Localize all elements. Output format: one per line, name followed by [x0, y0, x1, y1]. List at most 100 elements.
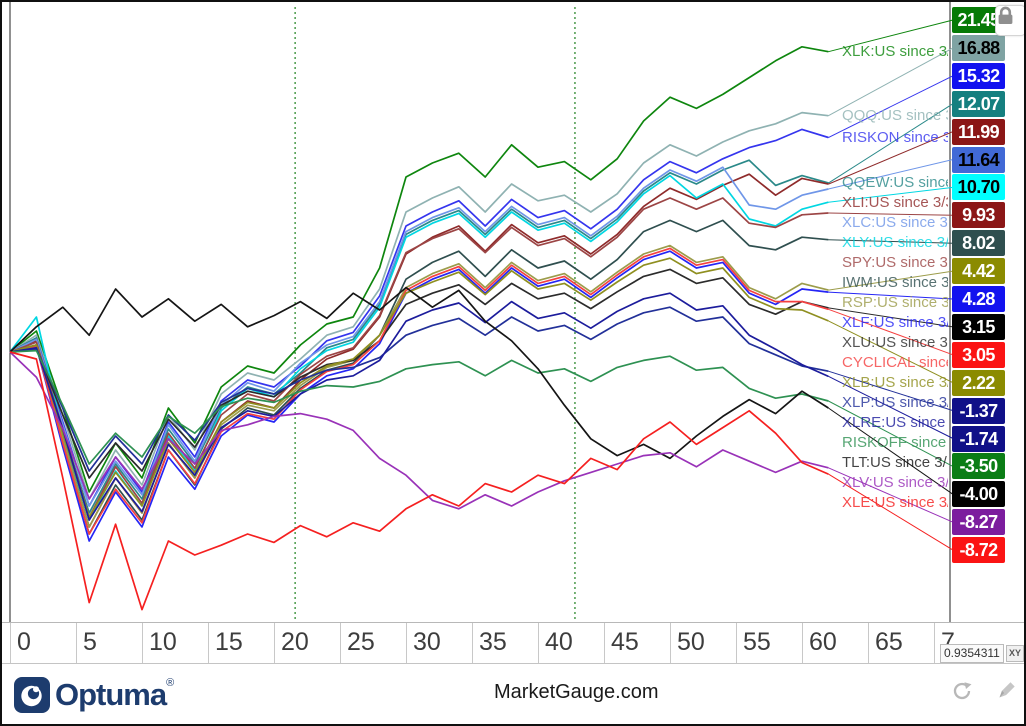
leader-line-XLK: [828, 19, 954, 53]
x-axis-tick-55: 55: [736, 623, 802, 663]
series-label-QQEW[interactable]: QQEW:US since: [842, 174, 948, 192]
leader-line-XLE: [828, 473, 954, 551]
value-badge-XLV[interactable]: -8.27: [952, 509, 1005, 536]
x-axis-tick-20: 20: [274, 623, 340, 663]
x-axis-tick-15: 15: [208, 623, 274, 663]
x-axis-tick-25: 25: [340, 623, 406, 663]
value-badge-IWM[interactable]: 8.02: [952, 230, 1005, 257]
xy-scale-button[interactable]: XY: [1006, 645, 1024, 662]
value-badge-XLP[interactable]: -1.37: [952, 397, 1005, 424]
plot-svg: [9, 2, 954, 622]
series-label-RISKOFF[interactable]: RISKOFF since 3: [842, 434, 948, 452]
series-line-XLRE[interactable]: [9, 292, 829, 521]
axis-readout: 0.9354311: [940, 644, 1004, 663]
refresh-arrow-icon: [953, 682, 972, 700]
series-line-SPY[interactable]: [9, 197, 829, 519]
value-badge-RISKON[interactable]: 15.32: [952, 62, 1005, 89]
value-badge-CYCLICAL[interactable]: 3.05: [952, 341, 1005, 368]
leader-line-QQQ: [828, 47, 954, 117]
value-badge-TLT[interactable]: -4.00: [952, 481, 1005, 508]
series-line-XLU[interactable]: [9, 268, 829, 479]
value-badge-XLE[interactable]: -8.72: [952, 537, 1005, 564]
leader-line-XLC: [828, 159, 954, 190]
series-label-XLP[interactable]: XLP:US since 3/: [842, 394, 948, 412]
x-axis-tick-10: 10: [142, 623, 208, 663]
series-label-IWM[interactable]: IWM:US since 3: [842, 274, 948, 292]
series-line-XLV[interactable]: [9, 351, 829, 510]
series-label-RSP[interactable]: RSP:US since 3/: [842, 294, 948, 312]
edit-button[interactable]: [996, 679, 1018, 706]
leader-line-RSP: [828, 270, 954, 291]
series-line-TLT[interactable]: [9, 286, 829, 460]
x-axis-tick-50: 50: [670, 623, 736, 663]
series-label-XLK[interactable]: XLK:US since 3/: [842, 42, 948, 60]
series-line-XLC[interactable]: [9, 166, 829, 507]
leader-line-XLV: [828, 467, 954, 523]
series-label-RISKON[interactable]: RISKON since 3/: [842, 128, 948, 146]
x-axis-tick-65: 65: [868, 623, 934, 663]
series-label-XLY[interactable]: XLY:US since 3/: [842, 234, 948, 252]
x-axis-tick-60: 60: [802, 623, 868, 663]
leader-line-XLF: [828, 291, 954, 300]
lock-button[interactable]: [995, 5, 1024, 36]
value-badge-XLRE[interactable]: -1.74: [952, 425, 1005, 452]
watermark-text: MarketGauge.com: [494, 681, 659, 703]
x-axis-tick-5: 5: [76, 623, 142, 663]
leader-line-XLU: [828, 307, 954, 328]
leader-line-XLP: [828, 370, 954, 412]
series-line-RISKOFF[interactable]: [9, 349, 829, 465]
series-line-XLK[interactable]: [9, 45, 829, 493]
series-label-TLT[interactable]: TLT:US since 3/: [842, 454, 947, 472]
leader-line-RISKON: [828, 75, 954, 138]
padlock-icon: [998, 6, 1013, 24]
value-badge-XLB[interactable]: 2.22: [952, 369, 1005, 396]
refresh-button[interactable]: [950, 679, 974, 708]
value-badge-XLI[interactable]: 11.99: [952, 118, 1005, 145]
series-line-QQQ[interactable]: [9, 111, 829, 500]
series-label-CYCLICAL[interactable]: CYCLICAL since: [842, 354, 948, 372]
series-line-CYCLICAL[interactable]: [9, 247, 829, 535]
value-badge-RISKOFF[interactable]: -3.50: [952, 453, 1005, 480]
leader-line-XLI: [828, 131, 954, 185]
value-badge-XLY[interactable]: 10.70: [952, 174, 1005, 201]
x-axis-tick-0: 0: [10, 623, 76, 663]
series-line-XLE[interactable]: [9, 351, 829, 611]
x-axis-tick-45: 45: [604, 623, 670, 663]
chart-pane[interactable]: XLK:US since 3/QQQ:US since 3 RISKON sinc…: [2, 2, 1024, 622]
series-label-XLI[interactable]: XLI:US since 3/3: [842, 194, 948, 212]
series-label-XLV[interactable]: XLV:US since 3/: [842, 474, 948, 492]
series-line-XLP[interactable]: [9, 306, 829, 472]
series-line-XLF[interactable]: [9, 250, 829, 542]
series-label-QQQ[interactable]: QQQ:US since 3: [842, 106, 948, 124]
value-badge-RSP[interactable]: 4.42: [952, 258, 1005, 285]
x-axis-tick-40: 40: [538, 623, 604, 663]
leader-line-RISKOFF: [828, 400, 954, 467]
leader-line-QQEW: [828, 103, 954, 184]
series-line-XLB[interactable]: [9, 257, 829, 519]
leader-line-TLT: [828, 407, 954, 495]
series-line-QQEW[interactable]: [9, 159, 829, 514]
series-label-XLB[interactable]: XLB:US since 3/: [842, 374, 948, 392]
leader-line-XLB: [828, 320, 954, 384]
x-axis-strip[interactable]: 0 5 10 15 20 25 30 35 40 45 50 55 60 65 7 0.9354311 XY: [2, 622, 1024, 664]
series-label-XLU[interactable]: XLU:US since 3: [842, 334, 948, 352]
x-axis-tick-35: 35: [472, 623, 538, 663]
leader-line-XLY: [828, 186, 954, 203]
value-badge-QQEW[interactable]: 12.07: [952, 90, 1005, 117]
series-label-XLRE[interactable]: XLRE:US since 3: [842, 414, 948, 432]
leader-line-XLRE: [828, 375, 954, 439]
series-label-XLC[interactable]: XLC:US since 3/: [842, 214, 948, 232]
leader-line-IWM: [828, 239, 954, 244]
value-badge-XLF[interactable]: 4.28: [952, 286, 1005, 312]
leader-line-SPY: [828, 212, 954, 216]
series-label-SPY[interactable]: SPY:US since 3/: [842, 254, 948, 272]
value-badge-XLC[interactable]: 11.64: [952, 146, 1005, 173]
pencil-icon: [999, 682, 1015, 698]
registered-mark: ®: [166, 677, 175, 689]
value-badge-QQQ[interactable]: 16.88: [952, 34, 1005, 61]
brand-wordmark: Optuma: [55, 677, 167, 712]
series-label-XLF[interactable]: XLF:US since 3/: [842, 314, 948, 332]
value-badge-SPY[interactable]: 9.93: [952, 202, 1005, 229]
value-badge-XLU[interactable]: 3.15: [952, 313, 1005, 340]
series-label-XLE[interactable]: XLE:US since 3/1: [842, 494, 948, 512]
